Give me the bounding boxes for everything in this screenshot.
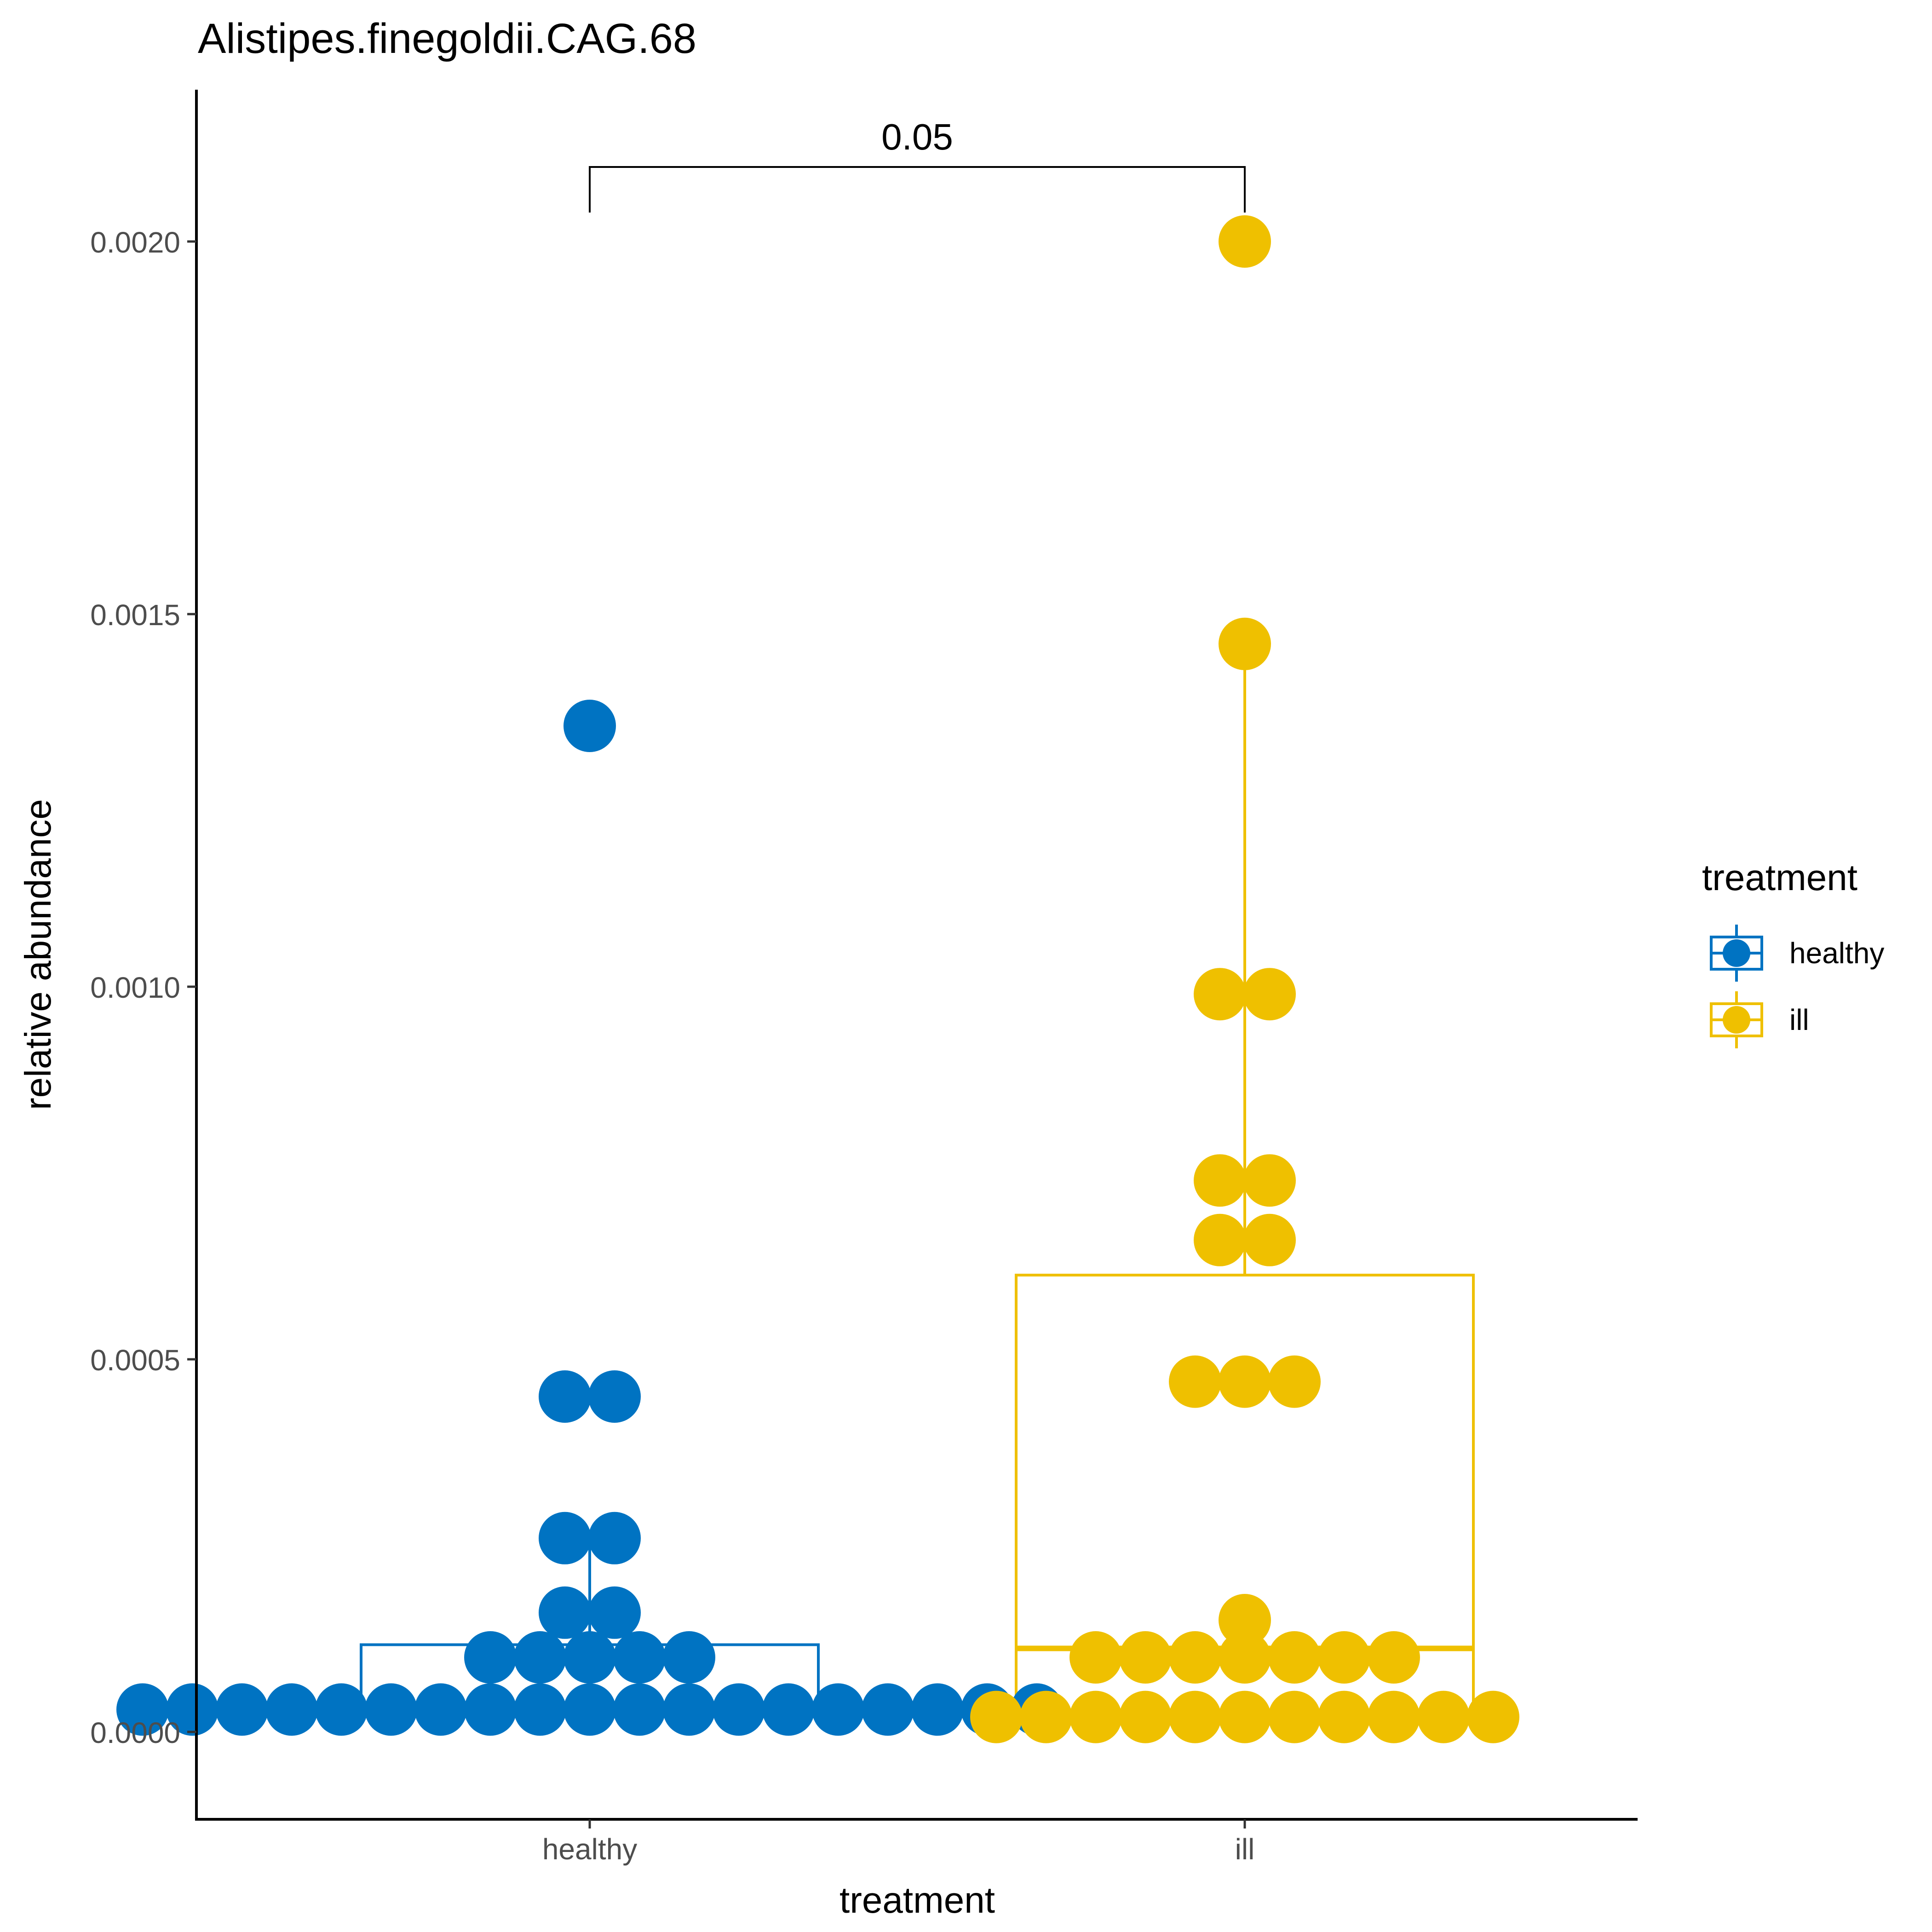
legend-label: healthy <box>1789 937 1884 970</box>
axes <box>195 90 1638 1821</box>
y-tick-layer: 0.0000 0.0005 0.0010 0.0015 0.0020 <box>90 226 196 1749</box>
data-point-healthy <box>464 1631 517 1684</box>
data-point-healthy <box>588 1370 641 1423</box>
data-point-ill <box>1219 215 1271 268</box>
data-point-healthy <box>514 1683 566 1736</box>
y-tick-label: 0.0015 <box>90 598 180 632</box>
data-point-ill <box>1318 1690 1370 1743</box>
significance-bracket: 0.05 <box>589 116 1246 213</box>
data-point-ill <box>1268 1631 1321 1684</box>
data-point-healthy <box>365 1683 417 1736</box>
data-point-healthy <box>166 1683 218 1736</box>
data-point-ill <box>1219 1355 1271 1408</box>
x-tick-layer: healthy ill <box>542 1819 1255 1866</box>
data-point-healthy <box>539 1586 591 1639</box>
data-point-ill <box>1243 968 1296 1021</box>
y-tick-label: 0.0020 <box>90 226 180 259</box>
data-point-healthy <box>265 1683 318 1736</box>
data-point-ill <box>1219 617 1271 670</box>
data-point-ill <box>1417 1690 1470 1743</box>
data-point-ill <box>1318 1631 1370 1684</box>
data-point-healthy <box>762 1683 815 1736</box>
legend-title: treatment <box>1702 857 1857 898</box>
data-point-ill <box>1368 1631 1420 1684</box>
data-point-ill <box>1219 1690 1271 1743</box>
data-point-healthy <box>539 1370 591 1423</box>
data-point-healthy <box>588 1586 641 1639</box>
data-point-ill <box>1169 1355 1221 1408</box>
data-point-ill <box>1243 1213 1296 1266</box>
data-point-healthy <box>663 1631 715 1684</box>
data-point-healthy <box>216 1683 268 1736</box>
data-point-healthy <box>564 1683 616 1736</box>
bracket-line <box>589 166 1246 213</box>
data-point-healthy <box>911 1683 964 1736</box>
y-tick-label: 0.0010 <box>90 971 180 1004</box>
data-point-healthy <box>564 1631 616 1684</box>
data-point-ill <box>1219 1594 1271 1646</box>
y-tick-label: 0.0005 <box>90 1344 180 1377</box>
data-point-ill <box>1243 1154 1296 1207</box>
data-point-healthy <box>713 1683 765 1736</box>
legend-key-dot <box>1723 939 1750 967</box>
data-point-ill <box>1119 1631 1172 1684</box>
data-point-ill <box>1020 1690 1072 1743</box>
data-point-healthy <box>663 1683 715 1736</box>
x-axis-label: treatment <box>840 1880 995 1920</box>
data-point-ill <box>1467 1690 1519 1743</box>
data-point-healthy <box>812 1683 864 1736</box>
data-point-healthy <box>116 1683 169 1736</box>
data-point-healthy <box>414 1683 467 1736</box>
data-point-healthy <box>539 1512 591 1564</box>
p-value-label: 0.05 <box>881 116 953 157</box>
data-point-ill <box>970 1690 1023 1743</box>
legend-key-dot <box>1723 1006 1750 1034</box>
data-point-healthy <box>613 1683 666 1736</box>
point-layer <box>116 215 1519 1743</box>
data-point-healthy <box>613 1631 666 1684</box>
data-point-ill <box>1169 1690 1221 1743</box>
data-point-healthy <box>464 1683 517 1736</box>
data-point-ill <box>1219 1631 1271 1684</box>
data-point-healthy <box>564 700 616 752</box>
data-point-ill <box>1194 968 1246 1021</box>
data-point-ill <box>1268 1355 1321 1408</box>
data-point-ill <box>1070 1690 1122 1743</box>
data-point-healthy <box>588 1512 641 1564</box>
x-tick-label: healthy <box>542 1833 637 1866</box>
data-point-healthy <box>514 1631 566 1684</box>
chart-title: Alistipes.finegoldii.CAG.68 <box>198 15 696 62</box>
legend-entries: healthy ill <box>1710 925 1884 1048</box>
y-tick-label: 0.0000 <box>90 1716 180 1749</box>
legend: treatment healthy ill <box>1702 857 1884 1048</box>
data-point-ill <box>1268 1690 1321 1743</box>
data-point-healthy <box>862 1683 914 1736</box>
x-tick-label: ill <box>1235 1833 1255 1866</box>
legend-item-ill: ill <box>1710 991 1809 1048</box>
data-point-ill <box>1070 1631 1122 1684</box>
legend-item-healthy: healthy <box>1710 925 1884 982</box>
data-point-ill <box>1169 1631 1221 1684</box>
data-point-healthy <box>315 1683 368 1736</box>
y-axis-label: relative abundance <box>17 799 58 1110</box>
data-point-ill <box>1119 1690 1172 1743</box>
legend-label: ill <box>1789 1003 1809 1036</box>
data-point-ill <box>1194 1154 1246 1207</box>
data-point-ill <box>1368 1690 1420 1743</box>
data-point-ill <box>1194 1213 1246 1266</box>
